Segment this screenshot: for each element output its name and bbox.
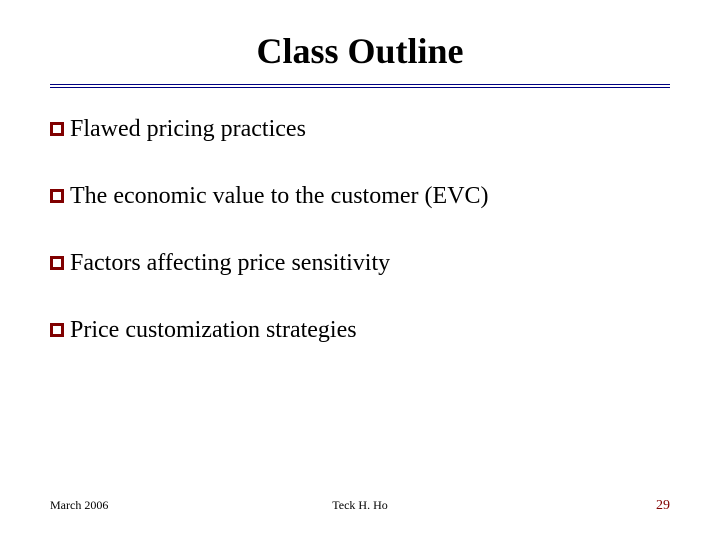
square-bullet-icon (50, 122, 64, 136)
slide-footer: March 2006 Teck H. Ho 29 (50, 498, 670, 514)
footer-page-number: 29 (656, 498, 670, 514)
bullet-text: Flawed pricing practices (70, 116, 306, 143)
slide-title: Class Outline (50, 30, 670, 72)
list-item: Flawed pricing practices (50, 116, 670, 143)
bullet-text: Factors affecting price sensitivity (70, 250, 390, 277)
list-item: Price customization strategies (50, 317, 670, 344)
list-item: The economic value to the customer (EVC) (50, 183, 670, 210)
footer-author: Teck H. Ho (332, 498, 387, 513)
list-item: Factors affecting price sensitivity (50, 250, 670, 277)
slide: Class Outline Flawed pricing practices T… (0, 0, 720, 540)
square-bullet-icon (50, 189, 64, 203)
bullet-text: The economic value to the customer (EVC) (70, 183, 489, 210)
bullet-list: Flawed pricing practices The economic va… (50, 116, 670, 344)
square-bullet-icon (50, 323, 64, 337)
footer-date: March 2006 (50, 498, 108, 513)
bullet-text: Price customization strategies (70, 317, 357, 344)
square-bullet-icon (50, 256, 64, 270)
title-divider (50, 84, 670, 88)
